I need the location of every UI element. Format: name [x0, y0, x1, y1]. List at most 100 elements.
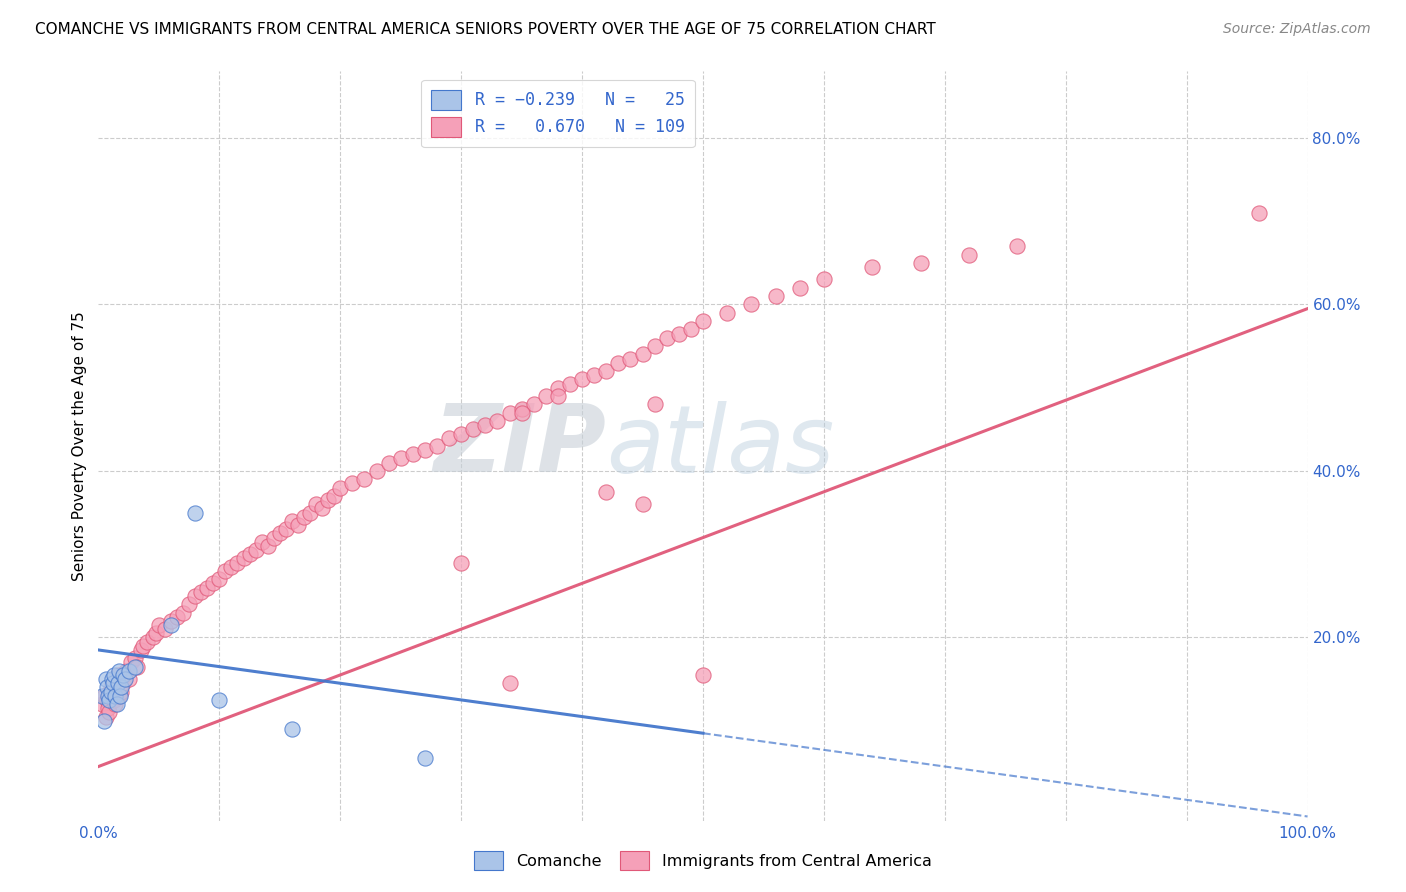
Point — [619, 351, 641, 366]
Point — [93, 714, 115, 728]
Point — [107, 676, 129, 690]
Point — [105, 676, 128, 690]
Point — [111, 676, 134, 690]
Point — [96, 681, 118, 695]
Point — [679, 322, 702, 336]
Point — [510, 406, 533, 420]
Point — [1007, 239, 1029, 253]
Point — [595, 484, 617, 499]
Point — [160, 614, 183, 628]
Point — [413, 443, 436, 458]
Point — [184, 506, 207, 520]
Point — [94, 672, 117, 686]
Point — [124, 651, 146, 665]
Point — [740, 297, 762, 311]
Legend: R = −0.239   N =   25, R =   0.670   N = 109: R = −0.239 N = 25, R = 0.670 N = 109 — [422, 79, 695, 147]
Point — [100, 689, 122, 703]
Point — [91, 689, 114, 703]
Point — [426, 439, 449, 453]
Point — [305, 497, 328, 511]
Point — [111, 668, 134, 682]
Point — [250, 534, 273, 549]
Point — [595, 364, 617, 378]
Point — [377, 456, 399, 470]
Point — [195, 581, 218, 595]
Point — [558, 376, 581, 391]
Point — [104, 689, 127, 703]
Point — [101, 684, 124, 698]
Point — [148, 618, 170, 632]
Point — [692, 314, 714, 328]
Point — [655, 331, 678, 345]
Point — [115, 664, 138, 678]
Point — [716, 306, 738, 320]
Point — [142, 631, 165, 645]
Point — [437, 431, 460, 445]
Point — [208, 572, 231, 586]
Point — [389, 451, 412, 466]
Point — [100, 672, 122, 686]
Point — [281, 722, 304, 736]
Point — [631, 347, 654, 361]
Point — [232, 551, 254, 566]
Point — [813, 272, 835, 286]
Point — [221, 559, 243, 574]
Point — [101, 676, 124, 690]
Point — [311, 501, 333, 516]
Point — [132, 639, 155, 653]
Point — [402, 447, 425, 461]
Point — [118, 672, 141, 686]
Text: atlas: atlas — [606, 401, 835, 491]
Point — [114, 672, 136, 686]
Point — [789, 281, 811, 295]
Point — [256, 539, 278, 553]
Point — [145, 626, 167, 640]
Point — [179, 597, 201, 611]
Point — [957, 247, 980, 261]
Point — [245, 543, 267, 558]
Point — [98, 693, 121, 707]
Point — [110, 684, 132, 698]
Point — [765, 289, 787, 303]
Point — [323, 489, 346, 503]
Point — [239, 547, 262, 561]
Point — [108, 689, 131, 703]
Point — [202, 576, 225, 591]
Point — [112, 672, 135, 686]
Point — [135, 634, 157, 648]
Point — [96, 693, 118, 707]
Point — [287, 518, 309, 533]
Point — [91, 697, 114, 711]
Point — [93, 689, 115, 703]
Point — [127, 659, 149, 673]
Point — [184, 589, 207, 603]
Point — [316, 493, 339, 508]
Point — [450, 556, 472, 570]
Point — [486, 414, 509, 428]
Point — [1249, 206, 1271, 220]
Point — [103, 693, 125, 707]
Point — [463, 422, 485, 436]
Point — [644, 397, 666, 411]
Point — [160, 618, 183, 632]
Point — [114, 668, 136, 682]
Point — [583, 368, 606, 383]
Point — [105, 697, 128, 711]
Point — [107, 668, 129, 682]
Point — [631, 497, 654, 511]
Text: Source: ZipAtlas.com: Source: ZipAtlas.com — [1223, 22, 1371, 37]
Point — [129, 643, 152, 657]
Point — [860, 260, 883, 274]
Point — [120, 656, 142, 670]
Point — [547, 381, 569, 395]
Point — [510, 401, 533, 416]
Point — [172, 606, 194, 620]
Point — [166, 609, 188, 624]
Point — [214, 564, 236, 578]
Point — [108, 664, 131, 678]
Point — [124, 659, 146, 673]
Point — [226, 556, 249, 570]
Point — [498, 406, 520, 420]
Point — [668, 326, 690, 341]
Point — [498, 676, 520, 690]
